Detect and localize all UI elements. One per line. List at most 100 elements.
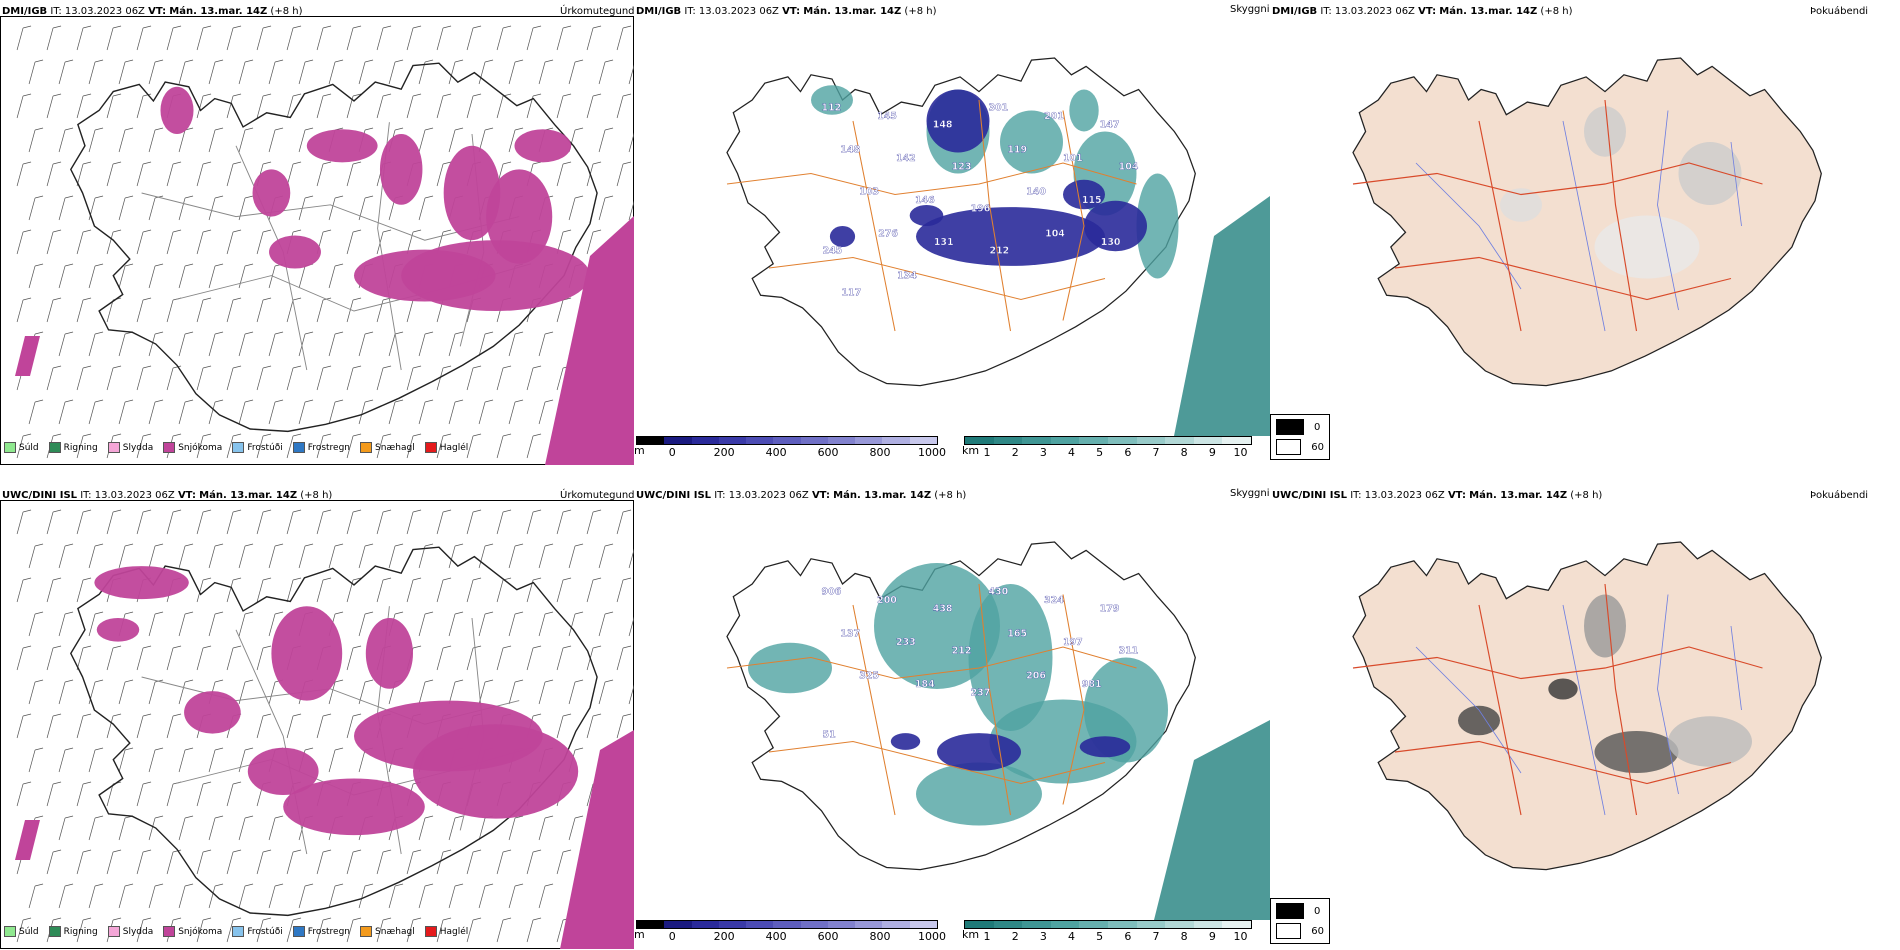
colorbar-tick: 1 xyxy=(983,446,991,459)
cloud-legend-label: 0 xyxy=(1314,905,1321,917)
cloud-legend-label: 0 xyxy=(1314,421,1321,433)
colorbar-step xyxy=(691,437,719,444)
cloud-legend-swatch xyxy=(1276,903,1304,919)
legend-swatch xyxy=(163,926,176,937)
cloud-base-label: 148 xyxy=(840,145,860,156)
cloud-base-label: 212 xyxy=(952,645,972,656)
legend-label: Súld xyxy=(19,926,39,937)
cloud-legend-row: 60 xyxy=(1276,439,1324,455)
colorbar-step xyxy=(637,921,665,928)
colorbar-ramp xyxy=(964,920,1252,929)
colorbar-tick: 6 xyxy=(1124,446,1132,459)
legend-item: Súld xyxy=(4,442,39,453)
colorbar-tick: 200 xyxy=(713,930,735,943)
visibility-panel-bottom: UWC/DINI ISL IT: 13.03.2023 06Z VT: Mán.… xyxy=(634,484,1270,950)
legend-label: Frostúði xyxy=(247,442,283,453)
legend-label: Snæhagl xyxy=(375,442,415,453)
colorbar-tick: 200 xyxy=(713,446,735,459)
visibility-panel-top: DMI/IGB IT: 13.03.2023 06Z VT: Mán. 13.m… xyxy=(634,0,1270,470)
cloud-base-label: 200 xyxy=(877,595,897,606)
legend-item: Frostúði xyxy=(232,442,283,453)
colorbar-step xyxy=(1193,921,1223,928)
colorbar-tick: 2 xyxy=(1011,930,1019,943)
colorbar-step xyxy=(855,437,883,444)
colorbar-tick: 1 xyxy=(983,930,991,943)
colorbar-step xyxy=(1050,921,1080,928)
cloud-base-label: 101 xyxy=(1063,153,1083,164)
colorbar-step xyxy=(1022,921,1051,928)
colorbar-tick: 2 xyxy=(1011,446,1019,459)
legend-swatch xyxy=(232,926,245,937)
cloud-cover-legend: 0 60 xyxy=(1270,898,1330,944)
colorbar-step xyxy=(664,437,692,444)
panel-title: UWC/DINI ISL IT: 13.03.2023 06Z VT: Mán.… xyxy=(2,490,333,501)
cloud-legend-row: 0 xyxy=(1276,419,1324,435)
legend-item: Snjókoma xyxy=(163,442,222,453)
colorbar-step xyxy=(882,921,910,928)
cloud-base-label: 117 xyxy=(841,287,861,298)
colorbar-ramp xyxy=(636,920,938,929)
colorbar-step xyxy=(827,921,856,928)
colorbar-tick: 7 xyxy=(1152,930,1160,943)
cloud-base-label: 145 xyxy=(877,111,897,122)
fog-map xyxy=(1352,541,1822,871)
cloud-base-label: 104 xyxy=(1119,161,1139,172)
precip-legend: Súld Rigning Slydda Snjókoma Frostúði Frostre… xyxy=(4,442,468,453)
visibility-map: 112 145 148 301 201 147 148 142 123 119 101 104 103 1… xyxy=(726,57,1270,436)
legend-label: Rigning xyxy=(63,926,98,937)
cloud-base-label: 324 xyxy=(1044,595,1064,606)
colorbar-step xyxy=(993,437,1023,444)
legend-item: Snæhagl xyxy=(360,926,415,937)
legend-swatch xyxy=(360,442,373,453)
colorbar-step xyxy=(827,437,856,444)
legend-item: Frostúði xyxy=(232,926,283,937)
cloud-base-label: 104 xyxy=(1045,228,1065,239)
colorbar-step xyxy=(855,921,883,928)
colorbar-step xyxy=(1079,921,1108,928)
panel-variable: Þokuábendi xyxy=(1810,6,1869,17)
colorbar-step xyxy=(1022,437,1051,444)
legend-item: Frostregn xyxy=(292,926,350,937)
cloud-base-label: 906 xyxy=(822,587,842,598)
cloud-base-label: 134 xyxy=(897,271,917,282)
legend-swatch xyxy=(360,926,373,937)
map-frame xyxy=(0,500,634,949)
colorbar-step xyxy=(800,921,828,928)
precip-map xyxy=(15,509,634,949)
precip-type-panel-top: DMI/IGB IT: 13.03.2023 06Z VT: Mán. 13.m… xyxy=(0,0,640,470)
colorbar-step xyxy=(965,921,994,928)
cloud-base-label: 981 xyxy=(1082,679,1102,690)
cloud-base-label: 130 xyxy=(1101,237,1121,248)
colorbar-step xyxy=(1222,437,1251,444)
colorbar-step xyxy=(1165,921,1194,928)
legend-item: Frostregn xyxy=(292,442,351,453)
legend-label: Slydda xyxy=(122,442,154,453)
colorbar-step xyxy=(664,921,692,928)
legend-item: Slydda xyxy=(107,926,153,937)
legend-label: Frostregn xyxy=(307,442,351,453)
cloud-legend-label: 60 xyxy=(1311,925,1324,937)
colorbar-ticks: 0 200 400 600 800 1000 xyxy=(636,445,946,459)
cloud-base-label: 179 xyxy=(1100,603,1120,614)
colorbar-tick: 9 xyxy=(1208,930,1216,943)
colorbar-step xyxy=(909,437,937,444)
colorbar-step xyxy=(637,437,665,444)
colorbar-tick: 10 xyxy=(1233,930,1248,943)
colorbar-step xyxy=(691,921,719,928)
legend-label: Haglél xyxy=(439,442,469,453)
colorbar-step xyxy=(773,921,801,928)
legend-swatch xyxy=(48,926,61,937)
colorbar-step xyxy=(882,437,910,444)
fog-panel-bottom: UWC/DINI ISL IT: 13.03.2023 06Z VT: Mán.… xyxy=(1270,484,1900,950)
legend-swatch xyxy=(4,926,16,937)
cloud-base-colorbar: 0 200 400 600 800 1000 m xyxy=(634,920,946,943)
colorbar-step xyxy=(1050,437,1080,444)
colorbar-tick: 6 xyxy=(1124,930,1132,943)
colorbar-step xyxy=(718,437,747,444)
colorbar-tick: 8 xyxy=(1180,446,1188,459)
legend-label: Snjókoma xyxy=(178,442,223,453)
colorbar-step xyxy=(1193,437,1223,444)
cloud-base-label: 165 xyxy=(1007,629,1027,640)
legend-label: Haglél xyxy=(439,926,469,937)
cloud-base-label: 196 xyxy=(971,203,991,214)
